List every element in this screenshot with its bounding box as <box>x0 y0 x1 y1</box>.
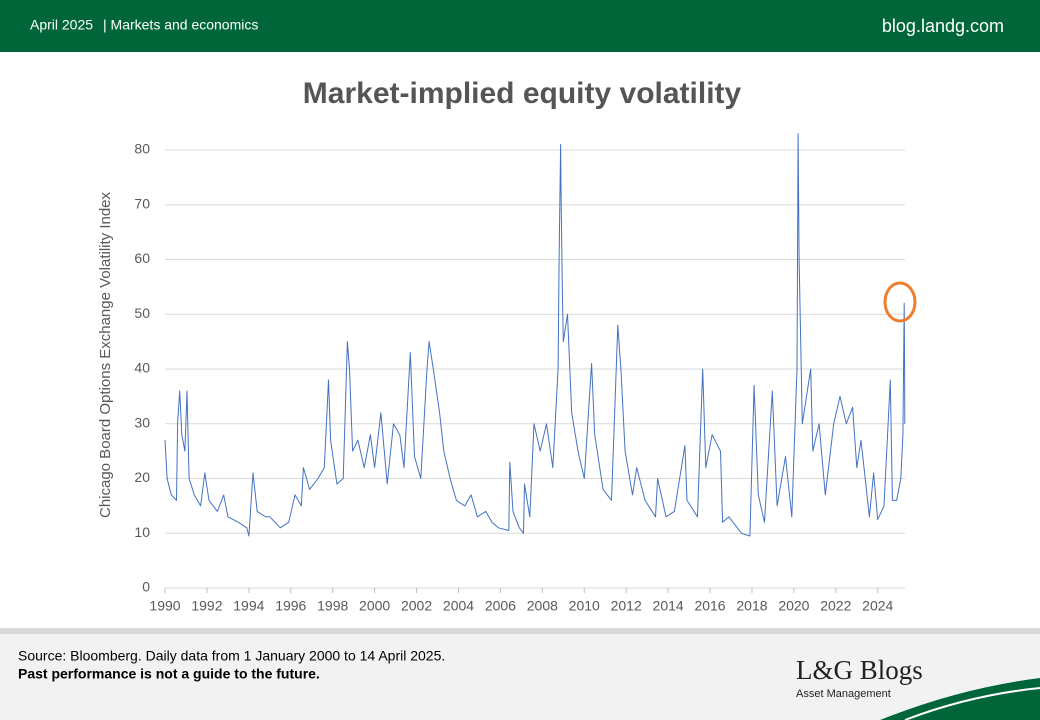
y-tick-label: 0 <box>142 579 150 595</box>
footer-disclaimer: Past performance is not a guide to the f… <box>18 666 320 682</box>
x-tick-label: 2014 <box>653 598 684 614</box>
swoosh-line <box>904 687 1040 720</box>
y-tick-label: 50 <box>134 305 150 321</box>
x-tick-label: 2006 <box>485 598 516 614</box>
y-tick-label: 10 <box>134 524 150 540</box>
y-tick-label: 40 <box>134 360 150 376</box>
x-tick-label: 2010 <box>569 598 600 614</box>
y-axis-label: Chicago Board Options Exchange Volatilit… <box>97 191 114 518</box>
header-bar <box>0 0 1040 52</box>
header-date: April 2025 <box>30 17 93 33</box>
x-tick-label: 2012 <box>611 598 642 614</box>
x-tick-label: 2022 <box>820 598 851 614</box>
y-tick-label: 20 <box>134 469 150 485</box>
swoosh <box>880 678 1040 720</box>
x-tick-label: 1996 <box>275 598 306 614</box>
y-tick-label: 60 <box>134 250 150 266</box>
y-tick-label: 70 <box>134 195 150 211</box>
x-tick-label: 1990 <box>149 598 180 614</box>
x-tick-label: 2004 <box>443 598 474 614</box>
highlight-circle <box>883 281 917 323</box>
x-tick-label: 2018 <box>736 598 767 614</box>
chart-title: Market-implied equity volatility <box>303 77 742 110</box>
x-tick-label: 2016 <box>694 598 725 614</box>
x-tick-label: 2008 <box>527 598 558 614</box>
x-tick-label: 1998 <box>317 598 348 614</box>
y-tick-label: 80 <box>134 141 150 157</box>
x-tick-label: 2024 <box>862 598 893 614</box>
x-tick-label: 1994 <box>233 598 264 614</box>
x-tick-label: 1992 <box>191 598 222 614</box>
footer-bar <box>0 634 1040 720</box>
x-tick-label: 2000 <box>359 598 390 614</box>
footer-source: Source: Bloomberg. Daily data from 1 Jan… <box>18 648 445 664</box>
header-section: | Markets and economics <box>103 17 258 33</box>
x-tick-label: 2020 <box>778 598 809 614</box>
logo-sub: Asset Management <box>796 688 891 700</box>
footer-rule <box>0 628 1040 634</box>
header-site[interactable]: blog.landg.com <box>882 16 1004 36</box>
y-tick-label: 30 <box>134 414 150 430</box>
line-series <box>164 133 906 537</box>
x-tick-label: 2002 <box>401 598 432 614</box>
logo: L&G Blogs <box>796 655 923 685</box>
